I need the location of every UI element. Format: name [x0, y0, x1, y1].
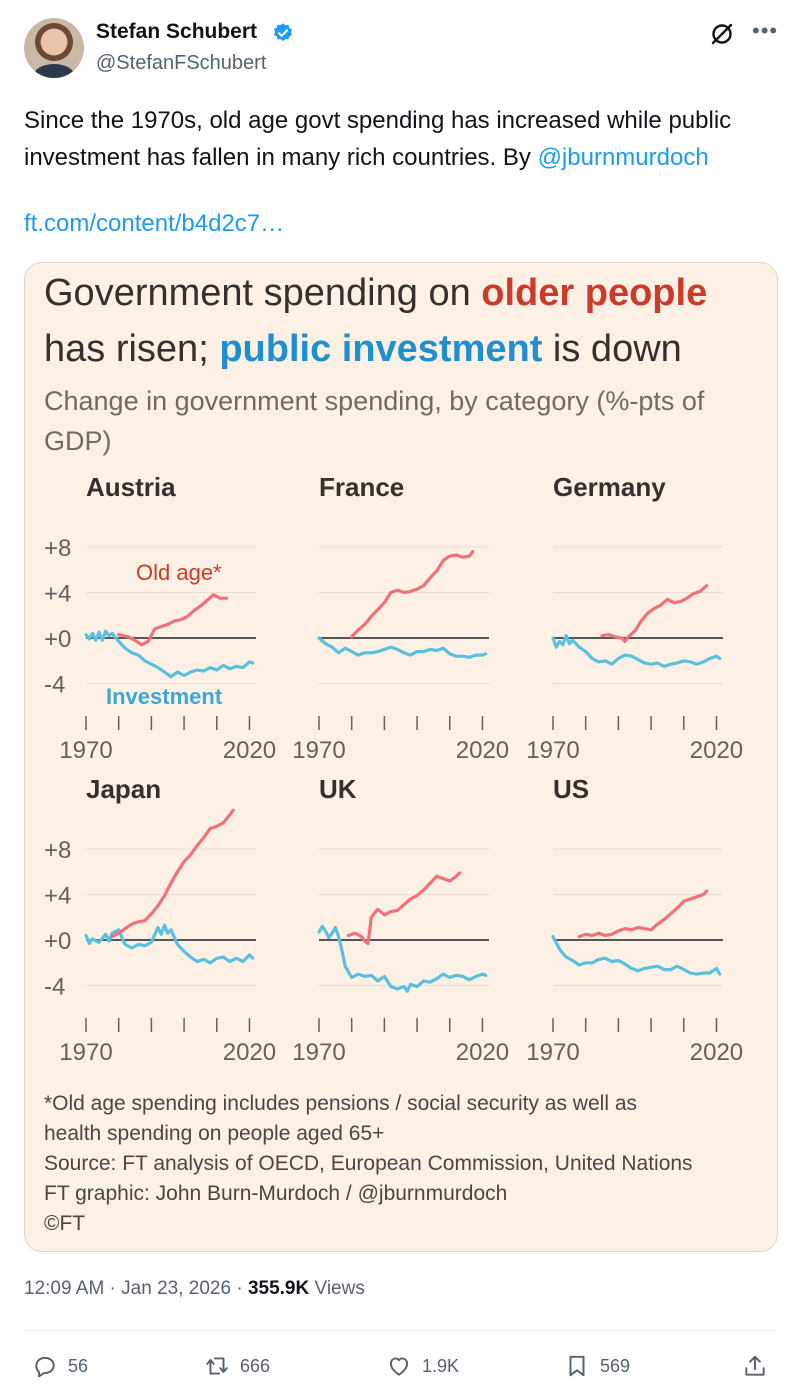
- panel-title-uk: UK: [319, 774, 357, 804]
- share-icon: [745, 1355, 765, 1376]
- old-age-line-us: [577, 889, 709, 939]
- x-tick-label: 2020: [223, 1039, 276, 1066]
- old-age-series-label: Old age*: [136, 560, 222, 585]
- x-tick-label: 1970: [59, 1039, 112, 1066]
- panel-title-france: France: [319, 472, 404, 502]
- small-multiples-chart: Austria +8 +4 +0 -4 1970 2020 Old age* Investmen…: [44, 472, 743, 1066]
- x-tick-label: 1970: [526, 1039, 579, 1066]
- views-label: Views: [314, 1278, 365, 1299]
- repost-count: 666: [240, 1355, 271, 1376]
- avatar[interactable]: [24, 18, 84, 78]
- investment-line-austria: [84, 629, 255, 679]
- y-tick-label: -4: [44, 672, 65, 699]
- like-count: 1.9K: [422, 1355, 460, 1376]
- old-age-line-japan: [110, 808, 235, 939]
- chart-footnotes: *Old age spending includes pensions / so…: [44, 1089, 764, 1239]
- headline-line-2: has risen; public investment is down: [44, 321, 682, 377]
- tweet-date[interactable]: Jan 23, 2026: [121, 1278, 232, 1299]
- investment-series-label: Investment: [106, 684, 223, 709]
- y-tick-label: +4: [44, 581, 71, 608]
- x-tick-label: 2020: [456, 1039, 509, 1066]
- tweet-meta: 12:09 AM · Jan 23, 2026 · 355.9K Views: [24, 1278, 365, 1299]
- author-name[interactable]: Stefan Schubert: [96, 20, 258, 43]
- panel-title-japan: Japan: [86, 774, 161, 804]
- panel-title-germany: Germany: [553, 472, 666, 502]
- source-line: Source: FT analysis of OECD, European Co…: [44, 1152, 693, 1175]
- tweet-time[interactable]: 12:09 AM: [24, 1278, 105, 1299]
- reply-count: 56: [68, 1355, 89, 1376]
- credit-line: FT graphic: John Burn-Murdoch / @jburnmu…: [44, 1182, 508, 1205]
- chart-subtitle: Change in government spending, by catego…: [44, 386, 705, 456]
- old-age-line-austria: [117, 593, 229, 647]
- divider: [24, 1330, 776, 1331]
- bookmark-count: 569: [600, 1355, 631, 1376]
- x-tick-label: 1970: [59, 737, 112, 764]
- like-icon: [389, 1357, 409, 1376]
- y-tick-label: +0: [44, 928, 71, 955]
- views-count: 355.9K: [247, 1278, 310, 1299]
- author-handle[interactable]: @StefanFSchubert: [96, 52, 267, 74]
- action-bar: 56 666 1.9K 569: [0, 1346, 801, 1386]
- tweet-mention[interactable]: @jburnmurdoch: [537, 144, 709, 171]
- chart-image[interactable]: Government spending on older people has …: [24, 262, 778, 1252]
- x-tick-label: 2020: [456, 737, 509, 764]
- more-icon[interactable]: •••: [752, 18, 779, 43]
- bookmark-icon: [569, 1355, 585, 1377]
- verified-badge-icon: [274, 23, 292, 41]
- investment-line-germany: [551, 634, 722, 668]
- x-tick-label: 1970: [526, 737, 579, 764]
- like-button[interactable]: 1.9K: [386, 1346, 459, 1386]
- x-tick-label: 1970: [292, 1039, 345, 1066]
- old-age-line-germany: [600, 584, 709, 643]
- headline-part-a: Government spending on: [44, 272, 482, 314]
- tweet-link[interactable]: ft.com/content/b4d2c7…: [24, 210, 285, 237]
- investment-line-us: [551, 935, 722, 976]
- y-tick-label: +8: [44, 535, 71, 562]
- footnote-line-2: health spending on people aged 65+: [44, 1122, 385, 1145]
- x-tick-label: 1970: [292, 737, 345, 764]
- headline-part-e: is down: [542, 328, 682, 370]
- copyright-line: ©FT: [44, 1212, 86, 1235]
- headline-line-1: Government spending on older people: [44, 265, 707, 321]
- headline-part-c: has risen;: [44, 328, 220, 370]
- footnote-line-1: *Old age spending includes pensions / so…: [44, 1092, 637, 1115]
- reply-button[interactable]: 56: [32, 1346, 88, 1386]
- x-tick-label: 2020: [690, 1039, 743, 1066]
- x-tick-label: 2020: [223, 737, 276, 764]
- avatar-shirt: [34, 64, 74, 78]
- reply-icon: [35, 1356, 55, 1378]
- investment-line-uk: [317, 924, 488, 993]
- tweet-text: Since the 1970s, old age govt spending h…: [24, 102, 784, 176]
- bookmark-button[interactable]: 569: [564, 1346, 630, 1386]
- investment-line-france: [317, 636, 488, 659]
- investment-line-japan: [84, 923, 255, 965]
- y-tick-label: -4: [44, 974, 65, 1001]
- panel-title-austria: Austria: [86, 472, 176, 502]
- y-tick-label: +8: [44, 837, 71, 864]
- y-tick-label: +4: [44, 883, 71, 910]
- tweet-body: Since the 1970s, old age govt spending h…: [24, 107, 732, 171]
- old-age-line-france: [350, 550, 475, 639]
- repost-icon: [206, 1357, 228, 1375]
- share-button[interactable]: [742, 1346, 778, 1386]
- x-tick-label: 2020: [690, 737, 743, 764]
- grok-icon[interactable]: [708, 20, 736, 48]
- panel-title-us: US: [553, 774, 589, 804]
- headline-older-people: older people: [481, 272, 708, 314]
- y-tick-label: +0: [44, 626, 71, 653]
- headline-public-investment: public investment: [219, 328, 543, 370]
- old-age-line-uk: [346, 871, 462, 945]
- repost-button[interactable]: 666: [204, 1346, 270, 1386]
